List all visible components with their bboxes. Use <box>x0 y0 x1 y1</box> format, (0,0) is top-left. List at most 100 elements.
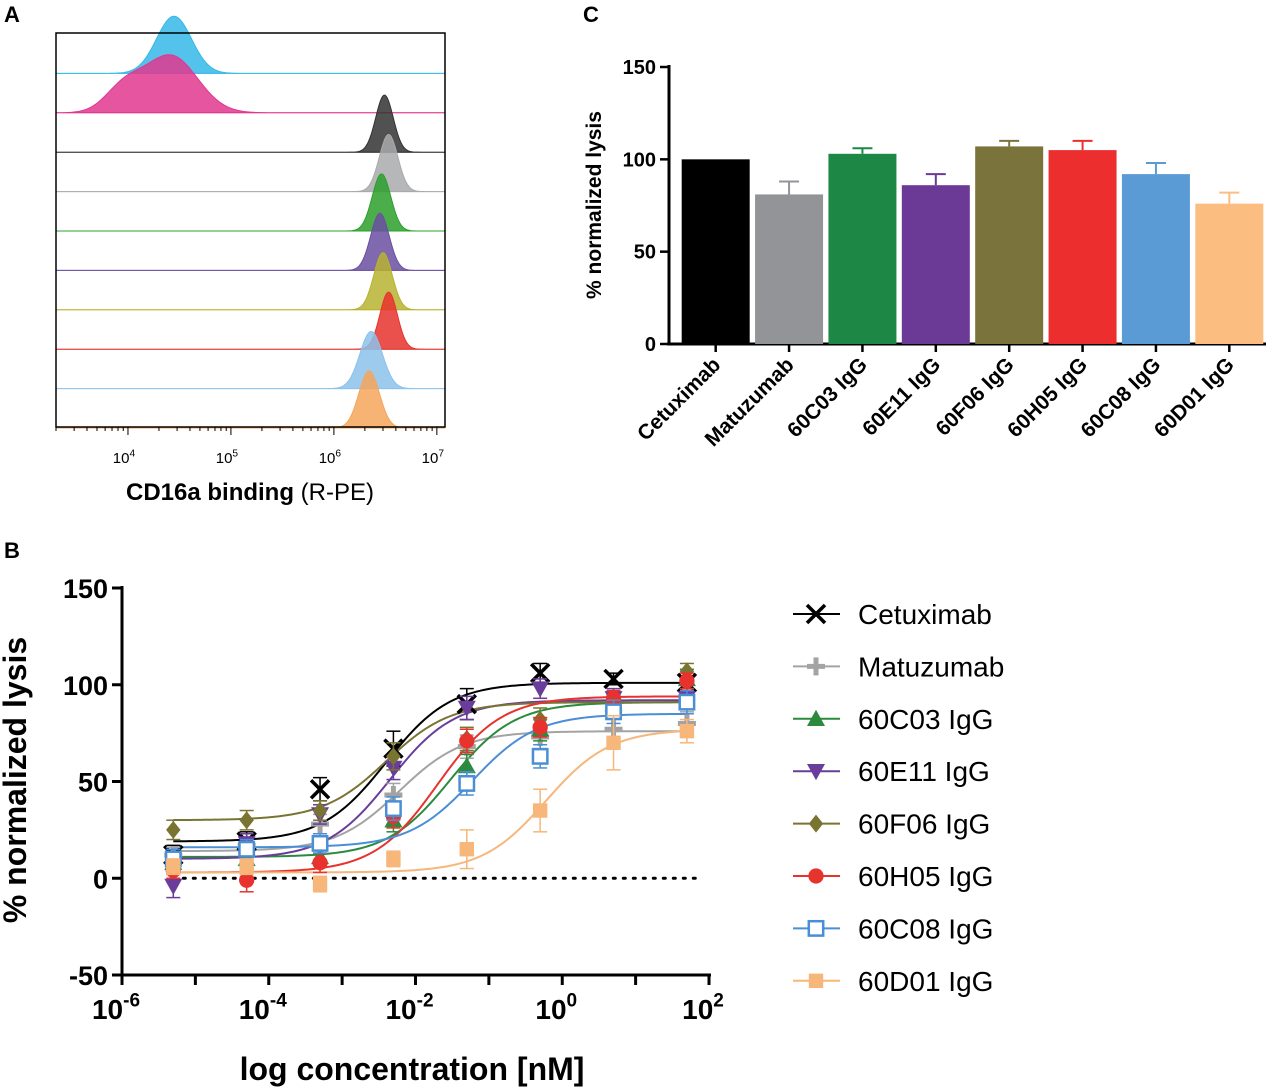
legend-marker <box>808 868 824 884</box>
a-x-tick-label-1: 104 <box>113 448 136 467</box>
data-point-6-7 <box>605 690 622 706</box>
legend-marker <box>805 603 827 625</box>
x-label-bold: CD16a binding <box>126 479 294 506</box>
data-point-5-8 <box>679 662 695 681</box>
data-point-7-2 <box>238 840 256 858</box>
data-point-6-2 <box>239 872 255 888</box>
c-x-tick-label: 60D01 IgG <box>1150 353 1239 442</box>
legend-item-1: Cetuximab <box>793 599 992 630</box>
b-x-tick-label-3-exponent: -2 <box>417 990 434 1011</box>
legend-item-6: 60H05 IgG <box>793 861 993 892</box>
c-error-bar <box>999 139 1020 147</box>
legend-marker <box>808 973 824 988</box>
legend-label: 60D01 IgG <box>858 966 993 997</box>
a-x-tick-label-2-exponent: 5 <box>232 448 238 459</box>
y-tick-label: 0 <box>93 864 108 894</box>
data-point-8-2 <box>239 859 254 874</box>
x-label-rest: (R-PE) <box>294 479 374 506</box>
data-point-3-5 <box>457 757 476 774</box>
a-x-tick-label-1-base: 10 <box>113 450 130 467</box>
b-x-tick-label-5-exponent: 2 <box>713 990 724 1011</box>
legend-marker <box>807 709 825 726</box>
c-y-tick-label: 50 <box>634 242 656 264</box>
legend-item-3: 60C03 IgG <box>793 704 993 735</box>
data-point-5-3 <box>312 801 328 820</box>
a-x-tick-label-2-base: 10 <box>216 450 233 467</box>
panel-a-frame <box>55 32 446 428</box>
legend-label: 60E11 IgG <box>858 756 990 787</box>
a-x-tick-label-3-base: 10 <box>319 450 336 467</box>
b-x-tick-label-2-base: 10 <box>239 994 270 1025</box>
legend-item-4: 60E11 IgG <box>793 756 990 787</box>
legend-marker <box>807 764 825 781</box>
a-x-tick-label-3-exponent: 6 <box>335 448 341 459</box>
b-x-tick-label-3-base: 10 <box>385 994 416 1025</box>
legend-label: 60C03 IgG <box>858 704 993 735</box>
b-x-tick-label-4-base: 10 <box>535 994 566 1025</box>
data-point-4-5 <box>457 700 476 717</box>
legend-marker <box>807 657 825 676</box>
a-x-tick-label-3: 106 <box>319 448 342 467</box>
a-x-tick-label-1-exponent: 4 <box>129 448 135 459</box>
a-x-tick-label-4-base: 10 <box>422 450 439 467</box>
data-point-1-3 <box>309 779 331 800</box>
b-x-tick-label-5-base: 10 <box>682 994 713 1025</box>
legend-marker-stroke <box>805 603 827 625</box>
b-x-tick-label-1: 10-6 <box>92 990 140 1025</box>
bar-8 <box>1195 203 1264 344</box>
fit-curve-2 <box>173 730 687 853</box>
fit-curve-8 <box>173 729 687 874</box>
legend-marker <box>808 814 824 833</box>
data-point-7-4 <box>384 800 402 818</box>
a-x-tick-label-4-exponent: 7 <box>438 448 444 459</box>
data-point-7-3 <box>311 834 329 852</box>
y-tick-label: 150 <box>63 574 108 604</box>
data-point-8-4 <box>386 851 401 867</box>
b-x-tick-label-4: 100 <box>535 990 577 1025</box>
c-y-tick-label: 100 <box>623 149 656 171</box>
data-point-1-3-stroke <box>309 779 331 800</box>
data-point-8-6 <box>532 803 548 818</box>
c-error-bar <box>779 180 800 195</box>
fit-curve-4 <box>173 699 687 860</box>
fit-curve-1 <box>173 681 687 843</box>
c-y-tick-label: 0 <box>645 334 656 356</box>
legend-label: 60C08 IgG <box>858 913 993 944</box>
data-point-7-8 <box>678 693 696 711</box>
data-point-8-8 <box>679 723 695 739</box>
data-point-7-5 <box>458 774 476 792</box>
c-error-bar <box>1072 139 1093 151</box>
panel-b-fit-curves <box>173 681 687 874</box>
y-tick-label: -50 <box>69 961 108 991</box>
b-x-tick-label-1-base: 10 <box>92 994 123 1025</box>
histogram-stack <box>55 15 445 429</box>
data-point-6-5 <box>459 733 475 749</box>
legend-label: Cetuximab <box>858 599 992 630</box>
data-point-8-5 <box>459 842 474 857</box>
histogram-8 <box>56 291 445 350</box>
data-point-8-7 <box>606 735 621 750</box>
a-x-tick-label-4: 107 <box>422 448 445 467</box>
panel-b-points <box>163 662 698 899</box>
bar-5 <box>975 146 1044 344</box>
data-point-7-6 <box>531 747 549 765</box>
legend-label: Matuzumab <box>858 651 1004 682</box>
legend-item-2: Matuzumab <box>793 651 1004 682</box>
b-x-tick-label-2-exponent: -4 <box>270 990 287 1011</box>
legend-marker <box>807 919 825 937</box>
fit-curve-5 <box>173 701 687 822</box>
panel-a-letter: A <box>4 2 20 27</box>
histogram-5 <box>56 173 445 232</box>
bar-4 <box>901 185 970 344</box>
data-point-4-1 <box>164 878 183 895</box>
c-error-bar <box>925 173 946 186</box>
c-error-bar <box>852 147 873 154</box>
legend-item-5: 60F06 IgG <box>793 809 990 840</box>
b-x-tick-label-3: 10-2 <box>385 990 433 1025</box>
y-tick-label: 50 <box>78 768 108 798</box>
